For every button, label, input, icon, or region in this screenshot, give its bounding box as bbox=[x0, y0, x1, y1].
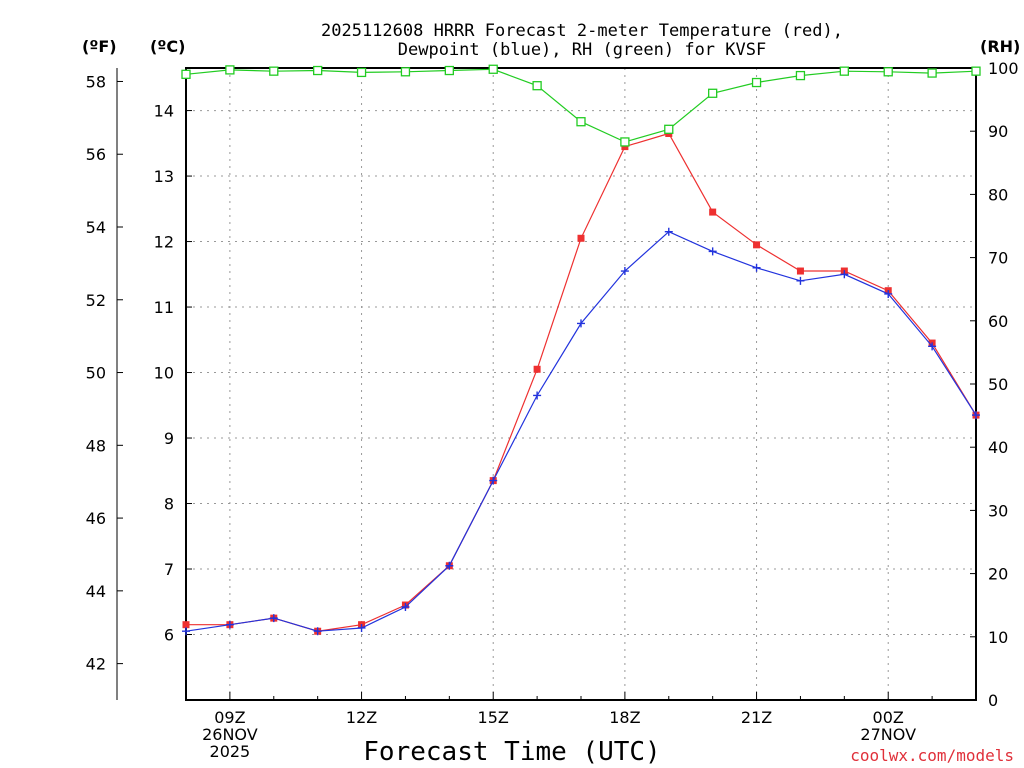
celsius-tick-label: 14 bbox=[154, 102, 174, 121]
grid-lines bbox=[186, 68, 976, 700]
rh-point bbox=[883, 67, 893, 77]
chart-title-line2: Dewpoint (blue), RH (green) for KVSF bbox=[398, 40, 766, 60]
temperature-point bbox=[709, 208, 717, 216]
rh-point bbox=[488, 64, 498, 74]
celsius-unit-label: (ºC) bbox=[150, 37, 185, 56]
dewpoint-point bbox=[708, 247, 717, 256]
dewpoint-point bbox=[840, 270, 849, 279]
rh-tick-label: 80 bbox=[988, 185, 1008, 204]
credit-label: coolwx.com/models bbox=[850, 746, 1014, 765]
temperature-point bbox=[577, 234, 585, 242]
dewpoint-point bbox=[401, 603, 410, 612]
x-tick-label: 09Z bbox=[214, 708, 245, 727]
rh-unit-label: (RH) bbox=[980, 37, 1020, 56]
dewpoint-point bbox=[972, 411, 980, 420]
dewpoint-line bbox=[185, 230, 977, 632]
celsius-tick-label: 12 bbox=[154, 233, 174, 252]
rh-tick-label: 90 bbox=[988, 122, 1008, 141]
rh-point bbox=[751, 77, 762, 88]
rh-point bbox=[400, 67, 411, 77]
rh-point bbox=[927, 68, 937, 78]
x-tick-label: 15Z bbox=[478, 708, 509, 727]
dewpoint-point bbox=[577, 319, 585, 328]
fahrenheit-unit-label: (ºF) bbox=[82, 37, 117, 56]
x-tick-label: 27NOV bbox=[860, 725, 916, 744]
rh-tick-label: 20 bbox=[988, 565, 1008, 584]
rh-point bbox=[356, 67, 367, 78]
rh-point bbox=[971, 66, 981, 76]
dewpoint-point bbox=[357, 623, 366, 632]
celsius-tick-label: 13 bbox=[154, 167, 174, 186]
rh-point bbox=[269, 66, 279, 76]
celsius-tick-label: 7 bbox=[164, 560, 174, 579]
temperature-line bbox=[186, 132, 977, 632]
rh-point bbox=[225, 65, 235, 75]
dewpoint-point bbox=[489, 476, 498, 485]
x-tick-label: 00Z bbox=[873, 708, 904, 727]
fahrenheit-tick-label: 52 bbox=[86, 291, 106, 310]
dewpoint-point bbox=[752, 263, 761, 272]
rh-point bbox=[620, 137, 630, 147]
dewpoint-point bbox=[928, 342, 937, 351]
data-series bbox=[181, 64, 981, 636]
dewpoint-point bbox=[796, 276, 805, 285]
rh-tick-label: 30 bbox=[988, 501, 1008, 520]
rh-tick-label: 0 bbox=[988, 691, 998, 710]
x-tick-label: 26NOV bbox=[202, 725, 258, 744]
dewpoint-point bbox=[664, 227, 673, 236]
axes: 6 7 8 9 10 11 12 13 14 42 44 46 48 50 52 54 56 58 0 10 20 30 4… bbox=[86, 59, 1019, 761]
rh-point bbox=[795, 70, 806, 81]
x-tick-label: 12Z bbox=[346, 708, 377, 727]
fahrenheit-tick-label: 54 bbox=[86, 218, 106, 237]
temperature-point bbox=[533, 365, 541, 373]
fahrenheit-tick-label: 42 bbox=[86, 655, 106, 674]
temperature-point bbox=[182, 621, 190, 629]
rh-tick-label: 60 bbox=[988, 312, 1008, 331]
fahrenheit-tick-label: 44 bbox=[86, 582, 106, 601]
dewpoint-point bbox=[620, 267, 629, 276]
x-axis-title: Forecast Time (UTC) bbox=[363, 737, 660, 767]
rh-line bbox=[185, 68, 977, 143]
fahrenheit-tick-label: 50 bbox=[86, 364, 106, 383]
x-tick-label: 21Z bbox=[741, 708, 772, 727]
rh-tick-label: 70 bbox=[988, 249, 1008, 268]
x-tick-label: 18Z bbox=[609, 708, 640, 727]
rh-point bbox=[708, 88, 718, 98]
rh-tick-label: 10 bbox=[988, 628, 1008, 647]
temperature-point bbox=[753, 241, 761, 249]
celsius-tick-label: 6 bbox=[164, 626, 174, 645]
chart-title-line1: 2025112608 HRRR Forecast 2-meter Tempera… bbox=[321, 21, 843, 41]
fahrenheit-tick-label: 48 bbox=[86, 436, 106, 455]
rh-point bbox=[576, 117, 586, 127]
fahrenheit-tick-label: 46 bbox=[86, 509, 106, 528]
rh-tick-label: 100 bbox=[988, 59, 1019, 78]
fahrenheit-tick-label: 56 bbox=[86, 145, 106, 164]
rh-point bbox=[839, 66, 849, 76]
dewpoint-point bbox=[533, 391, 542, 400]
rh-tick-label: 50 bbox=[988, 375, 1008, 394]
dewpoint-point bbox=[313, 627, 322, 636]
celsius-tick-label: 10 bbox=[154, 364, 174, 383]
plot-frame bbox=[185, 67, 977, 701]
dewpoint-point bbox=[182, 627, 190, 636]
rh-point bbox=[664, 124, 674, 134]
celsius-tick-label: 8 bbox=[164, 495, 174, 514]
x-tick-label: 2025 bbox=[210, 742, 251, 761]
dewpoint-point bbox=[269, 614, 278, 623]
temperature-point bbox=[796, 267, 804, 275]
rh-point bbox=[532, 81, 542, 91]
celsius-tick-label: 9 bbox=[164, 429, 174, 448]
dewpoint-point bbox=[884, 289, 893, 298]
rh-tick-label: 40 bbox=[988, 438, 1008, 457]
rh-point bbox=[313, 65, 323, 76]
rh-point bbox=[181, 69, 191, 79]
rh-point bbox=[444, 65, 454, 76]
celsius-tick-label: 11 bbox=[154, 298, 174, 317]
fahrenheit-tick-label: 58 bbox=[86, 72, 106, 91]
dewpoint-point bbox=[445, 561, 454, 570]
dewpoint-point bbox=[225, 620, 234, 629]
